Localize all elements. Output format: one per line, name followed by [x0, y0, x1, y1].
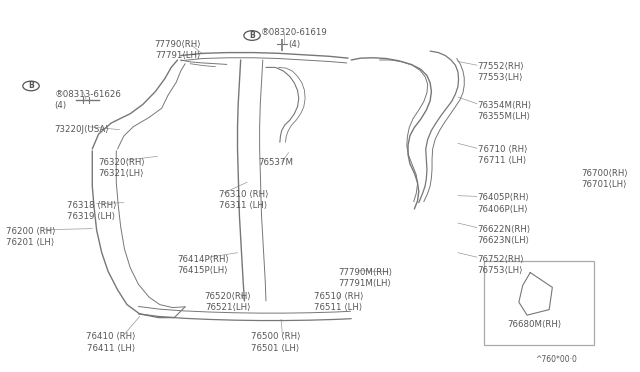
- Text: 77552⟨RH⟩
77553⟨LH⟩: 77552⟨RH⟩ 77553⟨LH⟩: [477, 62, 524, 82]
- Text: 76500 ⟨RH⟩
76501 ⟨LH⟩: 76500 ⟨RH⟩ 76501 ⟨LH⟩: [251, 333, 300, 353]
- Text: B: B: [28, 81, 34, 90]
- Text: B: B: [249, 31, 255, 40]
- Text: 76200 ⟨RH⟩
76201 ⟨LH⟩: 76200 ⟨RH⟩ 76201 ⟨LH⟩: [6, 227, 55, 247]
- Text: ®08320-61619
(4): ®08320-61619 (4): [261, 29, 328, 49]
- Text: 77790⟨RH⟩
77791⟨LH⟩: 77790⟨RH⟩ 77791⟨LH⟩: [154, 39, 201, 60]
- Text: 76520⟨RH⟩
76521⟨LH⟩: 76520⟨RH⟩ 76521⟨LH⟩: [205, 292, 252, 312]
- Text: 76414P⟨RH⟩
76415P⟨LH⟩: 76414P⟨RH⟩ 76415P⟨LH⟩: [177, 254, 229, 275]
- Text: 76318 ⟨RH⟩
76319 ⟨LH⟩: 76318 ⟨RH⟩ 76319 ⟨LH⟩: [67, 201, 116, 221]
- Text: ^760*00·0: ^760*00·0: [536, 355, 577, 364]
- FancyBboxPatch shape: [484, 261, 595, 344]
- Text: 76700⟨RH⟩
76701⟨LH⟩: 76700⟨RH⟩ 76701⟨LH⟩: [582, 169, 628, 189]
- Text: 76354M⟨RH⟩
76355M⟨LH⟩: 76354M⟨RH⟩ 76355M⟨LH⟩: [477, 101, 532, 121]
- Text: 76710 ⟨RH⟩
76711 ⟨LH⟩: 76710 ⟨RH⟩ 76711 ⟨LH⟩: [477, 145, 527, 165]
- Text: 76405P⟨RH⟩
76406P⟨LH⟩: 76405P⟨RH⟩ 76406P⟨LH⟩: [477, 193, 529, 214]
- Text: 76622N⟨RH⟩
76623N⟨LH⟩: 76622N⟨RH⟩ 76623N⟨LH⟩: [477, 225, 531, 245]
- Text: ®08313-61626
(4): ®08313-61626 (4): [54, 90, 121, 110]
- Text: 76680M⟨RH⟩: 76680M⟨RH⟩: [508, 320, 561, 329]
- Text: 76510 ⟨RH⟩
76511 ⟨LH⟩: 76510 ⟨RH⟩ 76511 ⟨LH⟩: [314, 292, 364, 312]
- Text: 73220J⟨USA⟩: 73220J⟨USA⟩: [54, 125, 109, 134]
- Text: 76410 ⟨RH⟩
76411 ⟨LH⟩: 76410 ⟨RH⟩ 76411 ⟨LH⟩: [86, 333, 136, 353]
- Text: 76752⟨RH⟩
76753⟨LH⟩: 76752⟨RH⟩ 76753⟨LH⟩: [477, 254, 524, 275]
- Text: 76537M: 76537M: [258, 158, 293, 167]
- Text: 76320⟨RH⟩
76321⟨LH⟩: 76320⟨RH⟩ 76321⟨LH⟩: [99, 158, 145, 178]
- Text: 77790M⟨RH⟩
77791M⟨LH⟩: 77790M⟨RH⟩ 77791M⟨LH⟩: [339, 267, 393, 288]
- Text: 76310 ⟨RH⟩
76311 ⟨LH⟩: 76310 ⟨RH⟩ 76311 ⟨LH⟩: [219, 190, 268, 210]
